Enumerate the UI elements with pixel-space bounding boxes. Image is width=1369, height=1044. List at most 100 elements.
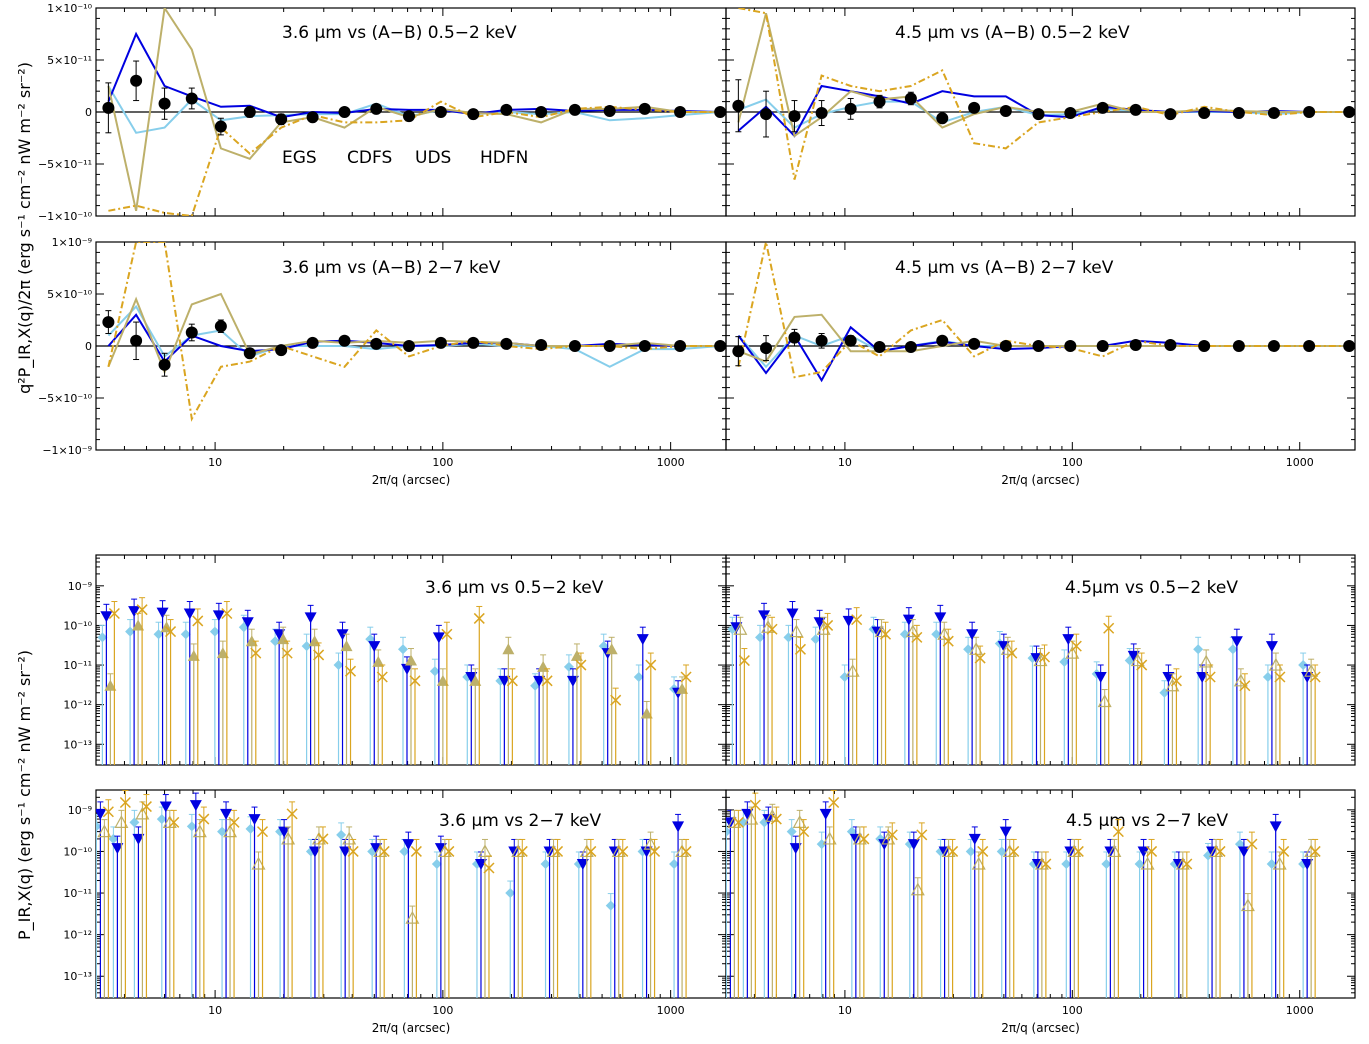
point-uds bbox=[744, 811, 759, 825]
point-egs bbox=[1266, 858, 1277, 869]
series-line-egs bbox=[107, 304, 721, 368]
point-cdfs bbox=[132, 833, 145, 845]
point-uds bbox=[816, 622, 831, 635]
x-axis-label: 2π/q (arcsec) bbox=[1001, 1021, 1080, 1035]
point-hdfn bbox=[1309, 671, 1321, 683]
point-hdfn bbox=[410, 845, 422, 857]
point-hdfn bbox=[1072, 845, 1084, 857]
point-hdfn bbox=[585, 845, 597, 857]
mean-point bbox=[714, 106, 726, 118]
point-egs bbox=[336, 829, 347, 840]
point-cdfs bbox=[212, 610, 225, 622]
x-tick-label: 100 bbox=[1062, 456, 1083, 469]
point-hdfn bbox=[1274, 671, 1286, 683]
x-tick-label: 1000 bbox=[1286, 456, 1314, 469]
point-egs bbox=[1061, 858, 1072, 869]
point-cdfs bbox=[128, 606, 141, 618]
point-hdfn bbox=[1170, 675, 1182, 687]
point-egs bbox=[186, 821, 197, 832]
point-uds bbox=[251, 856, 266, 870]
point-hdfn bbox=[770, 813, 782, 825]
mean-point bbox=[1164, 108, 1177, 121]
point-hdfn bbox=[1246, 838, 1258, 850]
point-hdfn bbox=[286, 808, 298, 820]
mean-point bbox=[873, 341, 886, 354]
point-hdfn bbox=[1008, 845, 1020, 857]
point-uds bbox=[281, 831, 296, 845]
point-hdfn bbox=[168, 816, 180, 828]
point-uds bbox=[765, 809, 780, 822]
mean-point bbox=[402, 110, 415, 123]
point-uds bbox=[1240, 898, 1255, 912]
point-uds bbox=[135, 806, 150, 820]
point-hdfn bbox=[108, 607, 120, 620]
point-egs bbox=[963, 644, 974, 655]
mean-point bbox=[1064, 107, 1077, 120]
mean-point bbox=[732, 345, 745, 358]
point-egs bbox=[1059, 656, 1070, 667]
panel-3: 10 100 1000 2π/q (arcsec) 4.5 μm vs (A−B) 2−… bbox=[725, 241, 1356, 487]
point-hdfn bbox=[617, 845, 629, 857]
panel-title: 3.6 μm vs (A−B) 2−7 keV bbox=[282, 258, 501, 278]
point-egs bbox=[816, 839, 827, 850]
point-uds bbox=[469, 674, 482, 686]
x-axis-label: 2π/q (arcsec) bbox=[372, 473, 451, 487]
y-tick-label: 1×10⁻⁹ bbox=[52, 236, 92, 249]
mean-point bbox=[674, 340, 687, 352]
point-cdfs bbox=[368, 641, 381, 653]
point-cdfs bbox=[1237, 846, 1250, 858]
mean-point bbox=[1096, 340, 1109, 352]
mean-point bbox=[999, 104, 1012, 117]
mean-point bbox=[1032, 108, 1045, 121]
point-uds bbox=[342, 831, 357, 845]
point-hdfn bbox=[228, 816, 240, 828]
point-hdfn bbox=[1204, 671, 1216, 683]
mean-point bbox=[158, 97, 171, 110]
point-hdfn bbox=[552, 845, 564, 857]
series-line-cdfs bbox=[737, 325, 1350, 383]
y-tick-label: −5×10⁻¹⁰ bbox=[38, 392, 93, 405]
mean-point bbox=[732, 99, 745, 112]
point-cdfs bbox=[1094, 671, 1107, 683]
point-hdfn bbox=[344, 665, 357, 677]
x-tick-label: 10 bbox=[208, 1004, 222, 1017]
point-uds bbox=[845, 663, 860, 677]
point-cdfs bbox=[576, 858, 589, 870]
mean-point bbox=[370, 337, 383, 350]
point-uds bbox=[187, 649, 200, 661]
panel-1: 4.5 μm vs (A−B) 0.5−2 keV bbox=[725, 7, 1356, 217]
point-uds bbox=[1033, 653, 1048, 667]
point-hdfn bbox=[911, 631, 923, 643]
series-line-hdfn bbox=[738, 8, 1350, 180]
plot-area bbox=[97, 597, 692, 765]
point-uds bbox=[372, 655, 385, 667]
point-hdfn bbox=[140, 801, 152, 813]
point-cdfs bbox=[400, 663, 413, 675]
point-hdfn bbox=[822, 619, 834, 631]
mean-point bbox=[243, 106, 256, 118]
point-egs bbox=[755, 632, 766, 643]
mean-point bbox=[1064, 340, 1077, 352]
point-uds bbox=[937, 626, 952, 640]
y-tick-label: 10⁻⁹ bbox=[68, 804, 92, 817]
y-tick-label: 10⁻¹² bbox=[63, 699, 92, 712]
point-hdfn bbox=[798, 826, 810, 838]
point-cdfs bbox=[183, 608, 196, 620]
mean-point bbox=[102, 316, 115, 329]
mean-point bbox=[275, 113, 288, 126]
mean-point bbox=[214, 320, 227, 333]
x-tick-label: 100 bbox=[1062, 1004, 1083, 1017]
point-egs bbox=[996, 846, 1007, 857]
point-cdfs bbox=[1301, 858, 1314, 870]
legend-uds: UDS bbox=[415, 148, 451, 168]
point-hdfn bbox=[192, 615, 204, 627]
point-hdfn bbox=[409, 675, 421, 687]
point-cdfs bbox=[878, 839, 891, 851]
point-hdfn bbox=[794, 643, 806, 655]
point-cdfs bbox=[758, 610, 771, 622]
mean-point bbox=[788, 331, 801, 344]
point-cdfs bbox=[220, 808, 233, 820]
point-hdfn bbox=[738, 655, 750, 667]
mean-point bbox=[844, 102, 857, 115]
y-tick-label: 5×10⁻¹⁰ bbox=[47, 288, 92, 301]
